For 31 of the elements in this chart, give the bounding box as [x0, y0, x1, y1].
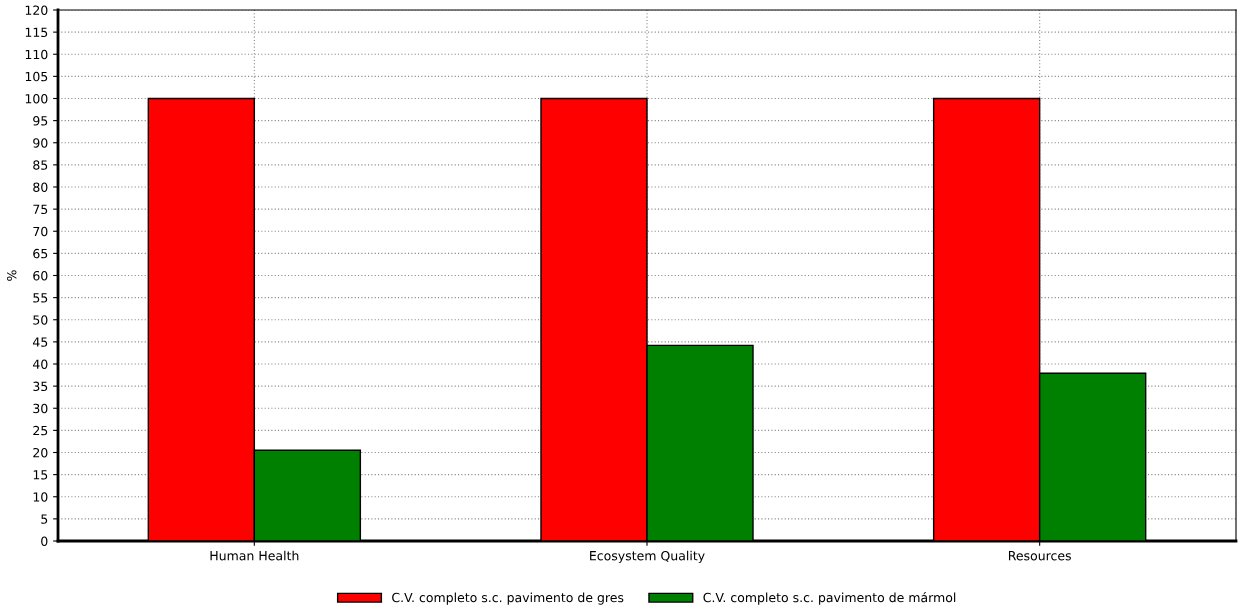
x-tick-label: Resources — [1008, 551, 1071, 561]
legend-label: C.V. completo s.c. pavimento de mármol — [703, 592, 956, 605]
y-tick-label: 100 — [25, 93, 48, 104]
y-tick-label: 115 — [25, 27, 48, 38]
y-tick-label: 35 — [33, 381, 48, 392]
y-tick-label: 30 — [33, 403, 48, 414]
y-tick-label: 20 — [33, 447, 48, 458]
y-tick-label: 80 — [33, 182, 48, 192]
x-tick-label: Human Health — [210, 550, 299, 561]
y-tick-label: 85 — [33, 160, 48, 170]
y-tick-label: 90 — [33, 138, 48, 148]
y-tick-label: 95 — [33, 116, 48, 126]
y-tick-label: 70 — [33, 226, 48, 237]
y-tick-label: 120 — [25, 5, 48, 15]
y-tick-label: 110 — [25, 49, 48, 60]
y-tick-label: 45 — [32, 337, 48, 347]
legend-label: C.V. completo s.c. pavimento de gres — [392, 592, 624, 605]
y-tick-label: 0 — [41, 536, 48, 546]
y-tick-label: 10 — [33, 492, 48, 502]
y-tick-label: 105 — [25, 71, 48, 82]
y-tick-label: 15 — [33, 470, 48, 480]
x-tick-label: Ecosystem Quality — [590, 550, 705, 563]
y-axis-title: % — [6, 270, 17, 281]
y-tick-label: 50 — [33, 315, 48, 325]
y-tick-label: 25 — [33, 425, 48, 436]
y-tick-label: 65 — [33, 248, 48, 259]
y-tick-label: 75 — [33, 204, 48, 215]
y-tick-label: 5 — [41, 514, 48, 524]
y-tick-label: 55 — [33, 293, 48, 303]
y-tick-label: 40 — [32, 359, 48, 369]
y-tick-label: 60 — [33, 270, 48, 281]
